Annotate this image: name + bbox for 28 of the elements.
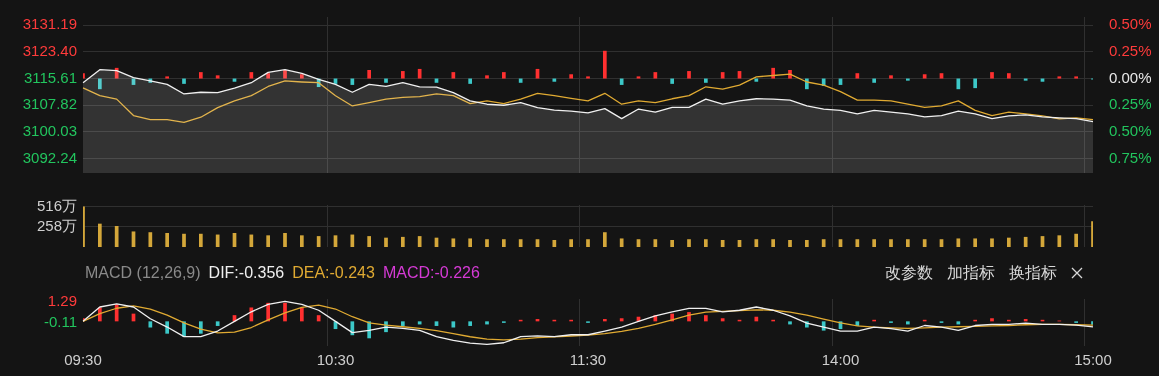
x-tick-label: 09:30 — [64, 351, 102, 369]
y2-tick-label: 0.25% — [1109, 42, 1152, 60]
y2-tick-label: 0.75% — [1109, 148, 1152, 166]
text: 改参数 — [885, 262, 933, 283]
y2-tick-label: 0.50% — [1109, 15, 1152, 33]
y-tick-label: 258万 — [36, 217, 77, 235]
series-label: DEA:-0.243 — [292, 264, 375, 282]
text: MACD:-0.226 — [382, 264, 480, 282]
series-label: DIF:-0.356 — [208, 264, 285, 282]
text: 加指标 — [947, 262, 995, 283]
y-tick-label: 3131.19 — [22, 15, 77, 33]
x-tick-label: 10:30 — [316, 351, 355, 369]
y-tick-label: 3092.24 — [22, 148, 77, 166]
y-tick-label: -0.11 — [43, 313, 77, 331]
y2-tick-label: 0.25% — [1109, 95, 1152, 113]
x-tick-label: 15:00 — [1074, 351, 1112, 369]
text: 换指标 — [1009, 262, 1057, 283]
y-tick-label: 3123.40 — [22, 42, 77, 60]
y-tick-label: 3115.61 — [23, 68, 77, 86]
y-tick-label: 3100.03 — [22, 121, 77, 139]
y2-tick-label: 0.00% — [1109, 68, 1152, 86]
y-tick-label: 1.29 — [47, 291, 77, 309]
y-tick-label: 516万 — [36, 197, 77, 215]
x-tick-label: 11:30 — [569, 351, 607, 369]
x-tick-label: 14:00 — [821, 351, 860, 369]
y-tick-label: 3107.82 — [22, 95, 77, 113]
y2-tick-label: 0.50% — [1109, 121, 1152, 139]
chart-title: MACD (12,26,9) — [85, 264, 201, 282]
